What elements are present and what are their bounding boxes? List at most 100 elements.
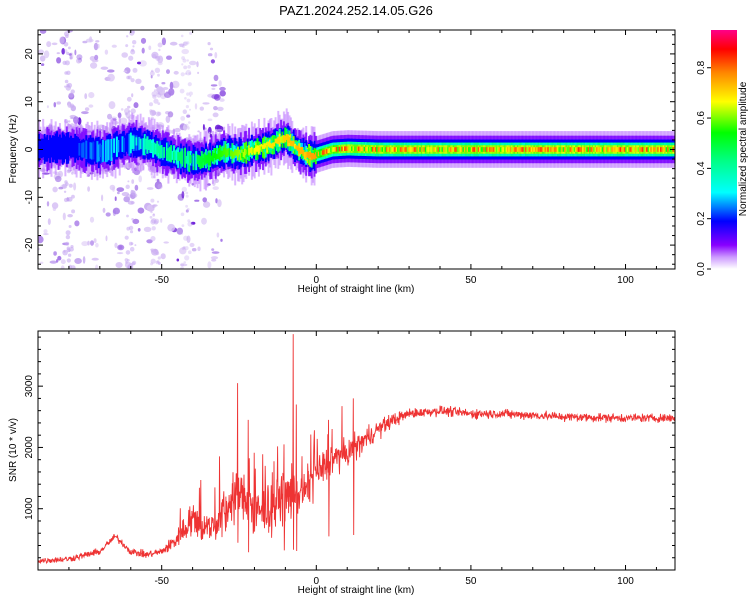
spectrogram-ridge-cell	[434, 147, 437, 152]
spectrogram-noise-blob	[71, 171, 74, 175]
spectrogram-noise-blob	[138, 60, 147, 67]
spectrogram-ridge-cell	[340, 146, 342, 152]
spectrogram-noise-blob	[212, 112, 219, 118]
spectrogram-ridge-cell	[449, 147, 452, 152]
spectrogram-ridge-cell	[646, 147, 649, 152]
spectrogram-noise-blob	[120, 108, 124, 111]
spectrogram-noise-blob	[130, 242, 134, 246]
spectrogram-ridge-cell	[205, 155, 207, 163]
spectrogram-noise-blob	[107, 73, 115, 82]
spectrogram-noise-blob	[126, 214, 129, 218]
spectrogram-noise-blob	[197, 246, 201, 252]
spectrogram-noise-blob	[186, 113, 190, 118]
spectrogram-noise-blob	[152, 94, 157, 99]
spectrogram-noise-blob	[189, 60, 197, 66]
spectrogram-ridge-cell	[284, 135, 287, 143]
spectrogram-ridge-cell	[409, 147, 412, 152]
spectrogram-ridge-cell	[252, 148, 255, 153]
spectrogram-ridge-cell	[163, 147, 166, 158]
spectrogram-ridge-cell	[216, 154, 219, 159]
spectrogram-ridge-cell	[431, 147, 434, 152]
spectrogram-noise-blob	[216, 106, 224, 111]
spectrogram-noise-blob	[66, 51, 70, 56]
spectrogram-ridge-cell	[480, 147, 483, 152]
spectrogram-ridge-cell	[547, 147, 550, 152]
spectrogram-noise-blob	[151, 91, 158, 97]
spectrogram-noise-blob	[57, 170, 64, 178]
spectrogram-noise-blob	[160, 253, 166, 260]
spectrogram-noise-blob	[43, 233, 49, 236]
spectrogram-noise-blob	[181, 56, 186, 60]
spectrogram-ridge-cell	[280, 136, 283, 143]
spectrogram-noise-blob	[207, 118, 213, 122]
spectrogram-ridge-cell	[465, 147, 468, 152]
spectrogram-noise-blob	[183, 65, 188, 70]
spectrogram-noise-blob	[167, 111, 174, 118]
spectrogram-ridge-cell	[504, 147, 507, 152]
spectrogram-noise-blob	[63, 190, 67, 193]
spectrogram-ridge-cell	[170, 149, 173, 159]
spectrogram-x-tick-label: -50	[154, 275, 169, 286]
spectrogram-ridge-cell	[106, 139, 109, 162]
spectrogram-ridge-cell	[536, 147, 539, 152]
spectrogram-ridge-cell	[603, 147, 605, 152]
spectrogram-noise-blob	[169, 81, 174, 90]
spectrogram-noise-blob	[187, 126, 190, 130]
spectrogram-y-tick-label: 0	[24, 146, 35, 152]
spectrogram-ridge-cell	[331, 147, 334, 152]
spectrogram-noise-blob	[127, 259, 130, 262]
spectrogram-noise-blob	[181, 246, 186, 251]
spectrogram-noise-blob	[180, 212, 185, 217]
spectrogram-noise-blob	[211, 251, 220, 254]
spectrogram-ridge-cell	[186, 152, 189, 165]
snr-x-tick-label: 0	[314, 576, 320, 587]
spectrogram-ridge-cell	[262, 144, 264, 149]
spectrogram-noise-blob	[163, 92, 172, 98]
spectrogram-ridge-cell	[566, 147, 569, 152]
spectrogram-ridge-cell	[146, 140, 149, 150]
spectrogram-noise-blob	[134, 244, 137, 247]
spectrogram-ridge-cell	[348, 146, 351, 151]
spectrogram-ridge-cell	[199, 156, 202, 170]
spectrogram-ridge-cell	[611, 147, 614, 152]
spectrogram-noise-blob	[74, 49, 77, 56]
spectrogram-noise-blob	[182, 109, 187, 114]
spectrogram-ridge-cell	[597, 147, 600, 152]
spectrogram-ridge-cell	[490, 147, 493, 152]
spectrogram-ridge-cell	[235, 150, 238, 156]
spectrogram-ridge-cell	[271, 142, 274, 149]
spectrogram-ridge-cell	[412, 147, 415, 152]
spectrogram-noise-blob	[180, 72, 185, 77]
spectrogram-ridge-cell	[171, 151, 174, 160]
spectrogram-ridge-cell	[452, 147, 455, 152]
spectrogram-noise-blob	[181, 224, 185, 228]
spectrogram-ridge-cell	[224, 148, 227, 155]
spectrogram-ridge-cell	[544, 147, 547, 152]
colorbar-tick-label: 0.6	[696, 111, 707, 125]
spectrogram-ridge-cell	[564, 147, 566, 152]
spectrogram-ridge-cell	[586, 147, 589, 152]
spectrogram-noise-blob	[66, 70, 71, 76]
spectrogram-ridge-cell	[270, 143, 273, 149]
spectrogram-ridge-cell	[363, 146, 366, 152]
spectrogram-noise-blob	[51, 42, 58, 46]
spectrogram-noise-blob	[143, 226, 152, 232]
spectrogram-ridge-cell	[326, 149, 328, 154]
spectrogram-noise-blob	[157, 91, 160, 94]
spectrogram-ridge-cell	[104, 140, 107, 163]
spectrogram-ridge-cell	[577, 147, 580, 152]
spectrogram-ridge-cell	[559, 147, 562, 152]
spectrogram-noise-blob	[140, 37, 147, 44]
spectrogram-ridge-cell	[376, 147, 379, 152]
spectrogram-ridge-cell	[625, 147, 628, 152]
spectrogram-ridge-cell	[445, 147, 448, 152]
spectrogram-noise-blob	[152, 204, 156, 209]
spectrogram-noise-blob	[65, 241, 70, 246]
spectrogram-ridge-cell	[413, 147, 416, 152]
spectrogram-ridge-cell	[415, 147, 418, 152]
spectrogram-ridge-cell	[68, 137, 71, 156]
spectrogram-x-tick-label: 0	[314, 275, 320, 286]
spectrogram-ridge-cell	[557, 147, 559, 152]
spectrogram-ridge-cell	[245, 149, 248, 155]
spectrogram-ridge-cell	[328, 148, 331, 153]
